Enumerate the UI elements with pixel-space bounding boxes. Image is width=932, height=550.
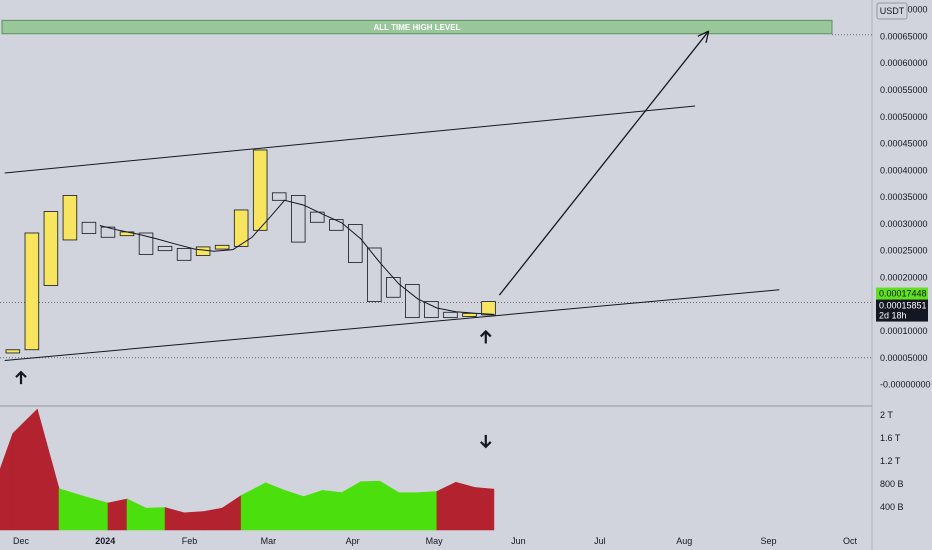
candle-up [233, 209, 249, 247]
price-tick-label: 0.00045000 [880, 139, 928, 149]
candle-up [214, 244, 230, 250]
projection-arrow [498, 30, 710, 296]
volume-area [0, 408, 495, 531]
time-tick-label: 2024 [95, 536, 115, 546]
price-tick-label: 0.00035000 [880, 192, 928, 202]
volume-tick-label: 2 T [880, 410, 893, 420]
candle-down [443, 311, 458, 319]
price-tick-label: 0.00030000 [880, 219, 928, 229]
projection-arrow-head [705, 30, 710, 43]
volume-segment [107, 498, 128, 531]
up-arrow-icon-head [15, 370, 27, 378]
time-axis: Dec 2024 Feb Mar Apr May Jun Jul Aug Sep Oct [13, 536, 858, 546]
ath-zone-rect [1, 19, 833, 35]
volume-tick-label: 800 B [880, 479, 904, 489]
time-tick-label: Aug [676, 536, 692, 546]
currency-badge[interactable]: USDT [876, 2, 908, 20]
time-tick-label: Dec [13, 536, 30, 546]
volume-tick-label: 400 B [880, 502, 904, 512]
volume-segment [265, 482, 285, 531]
volume-segment [202, 507, 223, 531]
moving-average-line [99, 199, 494, 315]
candle-down [176, 248, 192, 261]
projection-arrow-shaft [498, 30, 710, 296]
volume-axis: 2 T 1.6 T 1.2 T 800 B 400 B [880, 410, 904, 512]
volume-tick-label: 1.6 T [880, 433, 901, 443]
up-arrow-icon [480, 329, 492, 344]
ath-zone: ALL TIME HIGH LEVEL [1, 19, 833, 35]
candle-up [481, 301, 496, 316]
currency-label: USDT [880, 6, 905, 16]
price-tick-label: 0.00005000 [880, 353, 928, 363]
price-tick-label: 0.00025000 [880, 246, 928, 256]
candle-down [329, 219, 344, 231]
volume-segment [145, 507, 166, 531]
price-tick-label: 0.00020000 [880, 272, 928, 282]
candle-down [157, 245, 173, 252]
time-tick-label: May [426, 536, 444, 546]
candle-up [62, 195, 78, 241]
candle-up [252, 149, 268, 231]
up-arrow-icon [15, 370, 27, 385]
down-arrow-icon-head [480, 441, 492, 449]
candle-down [81, 221, 97, 234]
price-badges: 0.00017448 0.00015851 2d 18h [876, 287, 928, 322]
candle-down [138, 232, 154, 255]
volume-segment [455, 481, 476, 531]
candle-down [367, 247, 382, 302]
last-price-label: 0.00017448 [879, 289, 927, 299]
down-arrow-icon [480, 434, 492, 449]
candle-up [462, 312, 477, 317]
volume-segment [474, 487, 495, 531]
candle-down [271, 192, 287, 201]
price-tick-label: -0.00000000 [880, 380, 931, 390]
projection-arrow-head [697, 30, 709, 37]
candle-down [290, 195, 306, 243]
price-tick-label: 0.00050000 [880, 112, 928, 122]
currency-badge-box [876, 2, 908, 20]
candle-down [405, 284, 420, 319]
price-tick-label: 0.00060000 [880, 58, 928, 68]
time-tick-label: Oct [843, 536, 858, 546]
volume-segment [88, 497, 109, 531]
candle-down [424, 301, 439, 319]
volume-segment [398, 492, 419, 531]
countdown-label: 2d 18h [879, 311, 907, 321]
time-tick-label: Apr [346, 536, 360, 546]
time-tick-label: Sep [760, 536, 776, 546]
price-tick-label: 0.00010000 [880, 326, 928, 336]
time-tick-label: Jul [594, 536, 606, 546]
price-label-dark: 0.00015851 [879, 301, 927, 311]
volume-segment [322, 489, 343, 531]
up-arrow-icon-head [480, 329, 492, 338]
price-tick-label: 0.00065000 [880, 31, 928, 41]
candle-down [386, 277, 401, 298]
candle-up [5, 349, 21, 354]
volume-segment [360, 480, 381, 531]
time-tick-label: Mar [261, 536, 277, 546]
volume-segment [284, 489, 304, 531]
price-axis: 0.000700000.000650000.000600000.00055000… [880, 5, 931, 390]
volume-segment [183, 511, 204, 531]
time-tick-label: Jun [511, 536, 526, 546]
lower-trendline [4, 289, 780, 361]
candle-down [348, 224, 363, 263]
upper-trendline [4, 105, 696, 174]
price-tick-label: 0.00040000 [880, 165, 928, 175]
last-price-badge [876, 287, 928, 300]
markers [15, 329, 492, 449]
candle-up [43, 211, 59, 286]
time-tick-label: Feb [182, 536, 198, 546]
volume-segment [303, 489, 324, 531]
volume-tick-label: 1.2 T [880, 456, 901, 466]
price-badge-dark [876, 299, 928, 322]
candles [5, 149, 496, 354]
candle-up [195, 246, 211, 256]
volume-segment [417, 491, 438, 531]
ath-zone-label: ALL TIME HIGH LEVEL [374, 23, 461, 32]
candle-up [24, 232, 40, 351]
price-tick-label: 0.00055000 [880, 85, 928, 95]
